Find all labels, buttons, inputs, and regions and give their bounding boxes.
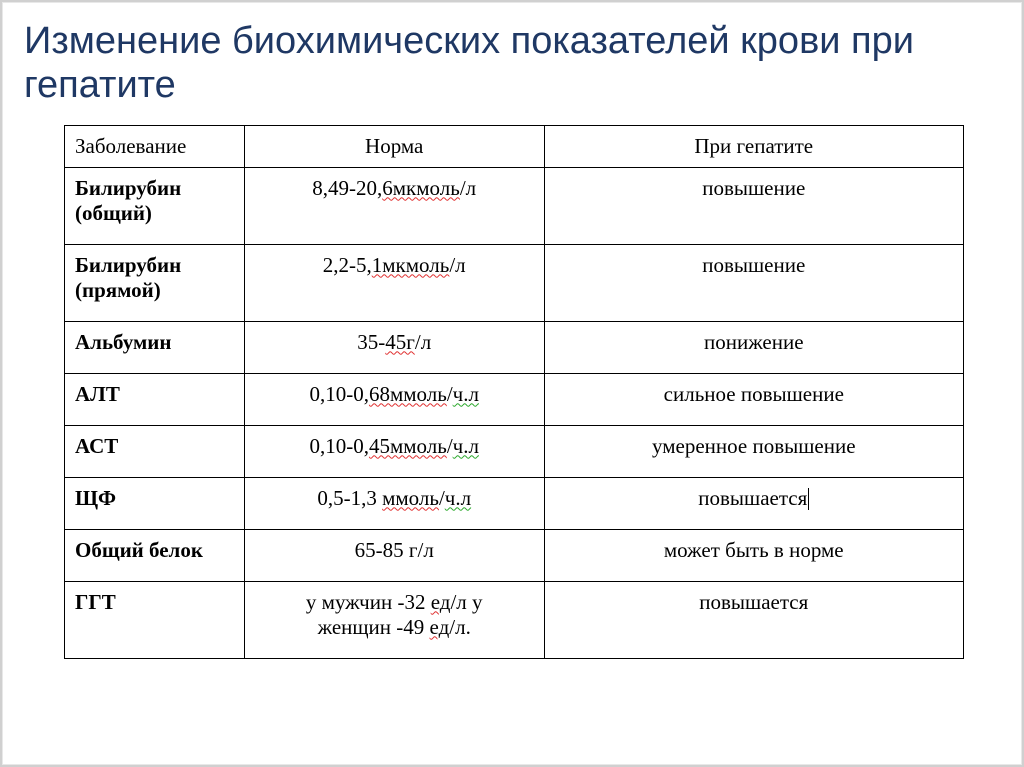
table-row: АСТ 0,10-0,45ммоль/ч.л умеренное повышен… (65, 426, 964, 478)
col-header-hepatitis: При гепатите (544, 126, 963, 168)
norm-text: у мужчин -32 (306, 590, 431, 614)
cell-disease: АЛТ (65, 374, 245, 426)
table-header-row: Заболевание Норма При гепатите (65, 126, 964, 168)
disease-qualifier: (прямой) (75, 278, 161, 302)
norm-text-marked: ммоль (382, 486, 439, 510)
cell-disease: Билирубин (общий) (65, 168, 245, 245)
slide: Изменение биохимических показателей кров… (0, 0, 1024, 767)
cell-norm: 2,2-5,1мкмоль/л (244, 245, 544, 322)
norm-text: 2,2-5, (323, 253, 372, 277)
table-row: Билирубин (общий) 8,49-20,6мкмоль/л повы… (65, 168, 964, 245)
cell-norm: у мужчин -32 ед/л у женщин -49 ед/л. (244, 582, 544, 659)
biochemistry-table: Заболевание Норма При гепатите Билирубин… (64, 125, 964, 659)
norm-text-marked: 68ммоль (369, 382, 447, 406)
cell-hepatitis: повышается (544, 478, 963, 530)
table-row: Альбумин 35-45г/л понижение (65, 322, 964, 374)
norm-text-marked: 45ммоль (369, 434, 447, 458)
text-cursor-icon (808, 488, 809, 510)
table-row: АЛТ 0,10-0,68ммоль/ч.л сильное повышение (65, 374, 964, 426)
cell-norm: 0,5-1,3 ммоль/ч.л (244, 478, 544, 530)
cell-disease: Билирубин (прямой) (65, 245, 245, 322)
table-row: Билирубин (прямой) 2,2-5,1мкмоль/л повыш… (65, 245, 964, 322)
norm-text: 0,5-1,3 (317, 486, 382, 510)
slide-title: Изменение биохимических показателей кров… (24, 20, 1000, 107)
norm-text: /л (460, 176, 476, 200)
norm-text: /л (415, 330, 431, 354)
table-row: Общий белок 65-85 г/л может быть в норме (65, 530, 964, 582)
cell-norm: 35-45г/л (244, 322, 544, 374)
cell-norm: 65-85 г/л (244, 530, 544, 582)
norm-text: женщин -49 (318, 615, 430, 639)
norm-text: /л у (450, 590, 482, 614)
disease-qualifier: (общий) (75, 201, 152, 225)
col-header-norm: Норма (244, 126, 544, 168)
cell-disease: ЩФ (65, 478, 245, 530)
norm-text-marked: 1мкмоль (372, 253, 450, 277)
disease-name: Билирубин (75, 253, 181, 277)
norm-text-marked: ч.л (445, 486, 471, 510)
norm-text: /л. (449, 615, 471, 639)
norm-text: /л (449, 253, 465, 277)
norm-text-marked: ед (431, 590, 451, 614)
norm-text: 35- (357, 330, 385, 354)
col-header-disease: Заболевание (65, 126, 245, 168)
cell-disease: Альбумин (65, 322, 245, 374)
norm-text-marked: ед (430, 615, 450, 639)
cell-hepatitis: повышение (544, 245, 963, 322)
cell-hepatitis: сильное повышение (544, 374, 963, 426)
cell-hepatitis: повышение (544, 168, 963, 245)
norm-text-marked: ч.л (453, 434, 479, 458)
table-row: ГГТ у мужчин -32 ед/л у женщин -49 ед/л.… (65, 582, 964, 659)
cell-disease: АСТ (65, 426, 245, 478)
cell-norm: 0,10-0,68ммоль/ч.л (244, 374, 544, 426)
norm-text: 8,49-20, (312, 176, 382, 200)
disease-name: Билирубин (75, 176, 181, 200)
cell-hepatitis: умеренное повышение (544, 426, 963, 478)
hep-text: повышается (698, 486, 807, 510)
cell-norm: 8,49-20,6мкмоль/л (244, 168, 544, 245)
norm-text-marked: 45г (385, 330, 415, 354)
cell-disease: ГГТ (65, 582, 245, 659)
cell-hepatitis: может быть в норме (544, 530, 963, 582)
cell-hepatitis: понижение (544, 322, 963, 374)
cell-disease: Общий белок (65, 530, 245, 582)
norm-text-marked: 6мкмоль (382, 176, 460, 200)
norm-text-marked: ч.л (453, 382, 479, 406)
norm-text: 0,10-0, (309, 382, 369, 406)
norm-text: 0,10-0, (309, 434, 369, 458)
cell-hepatitis: повышается (544, 582, 963, 659)
cell-norm: 0,10-0,45ммоль/ч.л (244, 426, 544, 478)
table-row: ЩФ 0,5-1,3 ммоль/ч.л повышается (65, 478, 964, 530)
